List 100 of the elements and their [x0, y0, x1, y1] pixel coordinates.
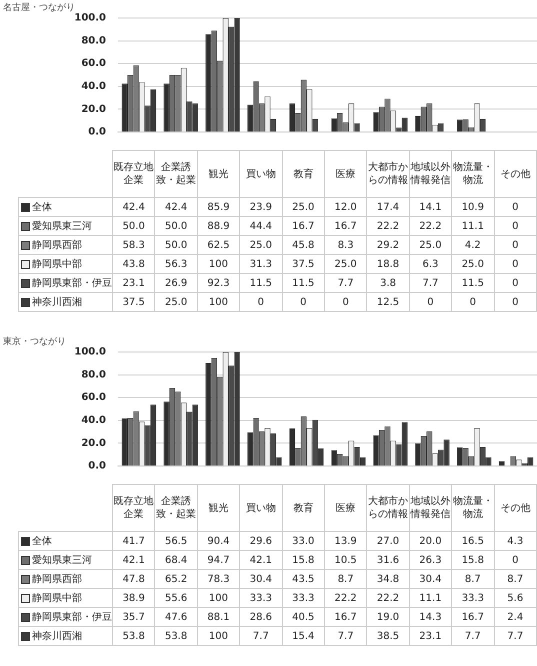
data-label: 88.9: [197, 216, 240, 236]
legend-label: 静岡県西部: [18, 236, 112, 254]
y-tick-label: 20.0: [81, 104, 106, 115]
y-tick-label: 60.0: [81, 392, 106, 404]
y-tick-label: 100.0: [74, 12, 106, 24]
data-label: 92.3: [197, 274, 240, 292]
y-tick-label: 60.0: [81, 58, 106, 70]
data-label: 30.4: [240, 570, 282, 588]
y-tick-label: 0.0: [88, 126, 106, 138]
data-label: 10.9: [452, 198, 494, 216]
data-label: 38.5: [366, 626, 410, 646]
legend-label: 愛知県東三河: [18, 216, 112, 236]
data-label: 15.4: [282, 626, 324, 646]
data-label: 43.8: [112, 254, 155, 274]
category-label: 地域以外情報発信: [410, 496, 450, 520]
data-label: 33.3: [240, 588, 282, 608]
category-label: その他: [500, 168, 530, 180]
data-label: 47.8: [112, 570, 155, 588]
data-label: 16.7: [452, 608, 494, 626]
y-tick-label: 0.0: [88, 460, 106, 472]
legend-label: 神奈川西湘: [18, 292, 112, 312]
data-label: 85.9: [197, 198, 240, 216]
category-label: 物流量・物流: [452, 496, 493, 520]
category-label: 大都市からの情報: [368, 496, 408, 520]
category-label: 企業誘致・起業: [156, 496, 196, 520]
data-label: 53.8: [112, 626, 155, 646]
data-label: 58.3: [112, 236, 155, 254]
data-label: 16.7: [282, 216, 324, 236]
data-label: 50.0: [154, 236, 198, 254]
y-tick-label: 100.0: [74, 346, 106, 358]
data-label: 100: [197, 626, 240, 646]
data-label: 23.1: [409, 626, 452, 646]
data-label: 53.8: [154, 626, 198, 646]
data-label: 22.2: [324, 588, 367, 608]
data-label: 0: [494, 292, 536, 312]
data-label: 0: [494, 550, 536, 570]
data-label: 6.3: [409, 254, 452, 274]
data-label: 41.7: [112, 532, 155, 550]
legend-label: 神奈川西湘: [18, 626, 112, 646]
category-label: その他: [500, 502, 530, 514]
y-tick-label: 80.0: [81, 35, 106, 46]
legend-label: 静岡県東部・伊豆: [18, 274, 112, 292]
data-label: 0: [494, 216, 536, 236]
data-label: 0: [494, 198, 536, 216]
data-label: 0: [494, 274, 536, 292]
data-label: 55.6: [154, 588, 198, 608]
data-label: 14.3: [409, 608, 452, 626]
data-label: 44.4: [240, 216, 282, 236]
data-label: 10.5: [324, 550, 367, 570]
data-label: 45.8: [282, 236, 324, 254]
data-label: 47.6: [154, 608, 198, 626]
data-label: 25.0: [324, 254, 367, 274]
legend-label: 全体: [18, 532, 112, 550]
legend-label: 全体: [18, 198, 112, 216]
data-label: 16.5: [452, 532, 494, 550]
category-label: 買い物: [246, 168, 276, 180]
data-label: 7.7: [324, 626, 367, 646]
data-label: 25.0: [282, 198, 324, 216]
data-label: 31.6: [366, 550, 410, 570]
data-label: 7.7: [324, 274, 367, 292]
data-label: 33.0: [282, 532, 324, 550]
data-label: 56.5: [154, 532, 198, 550]
data-label: 25.0: [452, 254, 494, 274]
data-label: 27.0: [366, 532, 410, 550]
data-label: 16.7: [324, 608, 367, 626]
data-label: 29.2: [366, 236, 410, 254]
category-label: 医療: [336, 168, 356, 180]
data-label: 25.0: [409, 236, 452, 254]
data-label: 13.9: [324, 532, 367, 550]
y-tick-label: 40.0: [81, 414, 106, 426]
data-label: 23.9: [240, 198, 282, 216]
data-label: 12.5: [366, 292, 410, 312]
data-label: 0: [494, 236, 536, 254]
data-label: 25.0: [240, 236, 282, 254]
data-label: 65.2: [154, 570, 198, 588]
data-label: 0: [452, 292, 494, 312]
category-label: 大都市からの情報: [368, 162, 408, 186]
data-label: 0: [282, 292, 324, 312]
text: 名古屋・つながり: [3, 2, 75, 14]
data-label: 7.7: [240, 626, 282, 646]
data-label: 35.7: [112, 608, 155, 626]
category-label: 企業誘致・起業: [156, 162, 196, 186]
category-label: 観光: [208, 502, 228, 514]
data-label: 11.5: [452, 274, 494, 292]
data-label: 14.1: [409, 198, 452, 216]
data-label: 43.5: [282, 570, 324, 588]
data-label: 22.2: [366, 216, 410, 236]
data-label: 11.5: [240, 274, 282, 292]
data-label: 15.8: [452, 550, 494, 570]
category-label: 既存立地企業: [114, 162, 154, 186]
data-label: 88.1: [197, 608, 240, 626]
category-label: 教育: [293, 168, 314, 180]
data-label: 17.4: [366, 198, 410, 216]
data-label: 34.8: [366, 570, 410, 588]
data-label: 30.4: [409, 570, 452, 588]
data-label: 8.7: [494, 570, 536, 588]
data-label: 0: [409, 292, 452, 312]
data-label: 3.8: [366, 274, 410, 292]
data-label: 33.3: [282, 588, 324, 608]
category-label: 既存立地企業: [114, 496, 154, 520]
